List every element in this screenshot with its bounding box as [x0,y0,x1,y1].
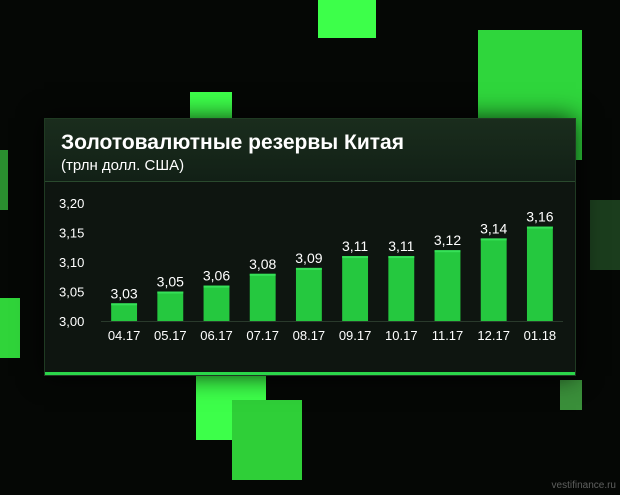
bar-value-label: 3,03 [110,285,137,301]
chart-panel: Золотовалютные резервы Китая (трлн долл.… [44,118,576,376]
bar-value-label: 3,06 [203,268,230,284]
bar-value-label: 3,05 [157,274,184,290]
bar-value-label: 3,12 [434,232,461,248]
bar-value-label: 3,16 [526,209,553,225]
y-tick-label: 3,20 [59,196,84,211]
x-tick-label: 01.18 [524,328,557,343]
bar [526,226,553,321]
x-tick-label: 06.17 [200,328,233,343]
bar-highlight [157,291,184,294]
bar [249,273,276,321]
bar-highlight [526,226,553,229]
x-tick-label: 12.17 [477,328,510,343]
chart-subtitle: (трлн долл. США) [61,157,185,174]
x-tick-label: 10.17 [385,328,418,343]
decor-cube [232,400,302,480]
x-tick-label: 11.17 [432,328,464,343]
bar-highlight [111,303,138,306]
y-tick-label: 3,10 [59,255,84,270]
bar [295,267,322,321]
decor-cube [318,0,376,38]
bar [111,303,138,321]
bar-chart: 3,00 3,05 3,10 3,15 3,20 3,03 04.17 3,05 05.17 3,… [59,196,563,343]
y-tick-label: 3,00 [59,314,84,329]
bar-highlight [203,285,230,288]
bar [342,256,369,321]
decor-cube [0,298,20,358]
bar-value-label: 3,11 [388,238,414,254]
bar-value-label: 3,08 [249,256,276,272]
y-tick-label: 3,15 [59,226,84,241]
bar [434,250,461,321]
x-tick-label: 08.17 [293,328,326,343]
decor-cube [590,200,620,270]
bar-highlight [342,256,369,259]
bar-value-label: 3,14 [480,220,507,236]
x-tick-label: 09.17 [339,328,372,343]
watermark: vestifinance.ru [551,480,616,491]
bar-highlight [295,267,322,270]
decor-cube [190,92,232,118]
bar-highlight [480,238,507,241]
bar [157,291,184,321]
decor-cube [0,150,8,210]
bar-value-label: 3,09 [295,250,322,266]
chart-title: Золотовалютные резервы Китая [61,131,404,154]
bar-highlight [249,273,276,276]
x-tick-label: 05.17 [154,328,187,343]
bar-highlight [388,256,415,259]
chart-header: Золотовалютные резервы Китая (трлн долл.… [45,119,575,182]
bar [203,285,230,321]
bar [388,256,415,321]
bar [480,238,507,321]
decor-cube [560,380,582,410]
bar-highlight [434,250,461,253]
x-tick-label: 07.17 [246,328,279,343]
panel-bottom-accent [45,372,575,375]
y-tick-label: 3,05 [59,285,84,300]
x-tick-label: 04.17 [108,328,141,343]
bar-value-label: 3,11 [342,238,368,254]
